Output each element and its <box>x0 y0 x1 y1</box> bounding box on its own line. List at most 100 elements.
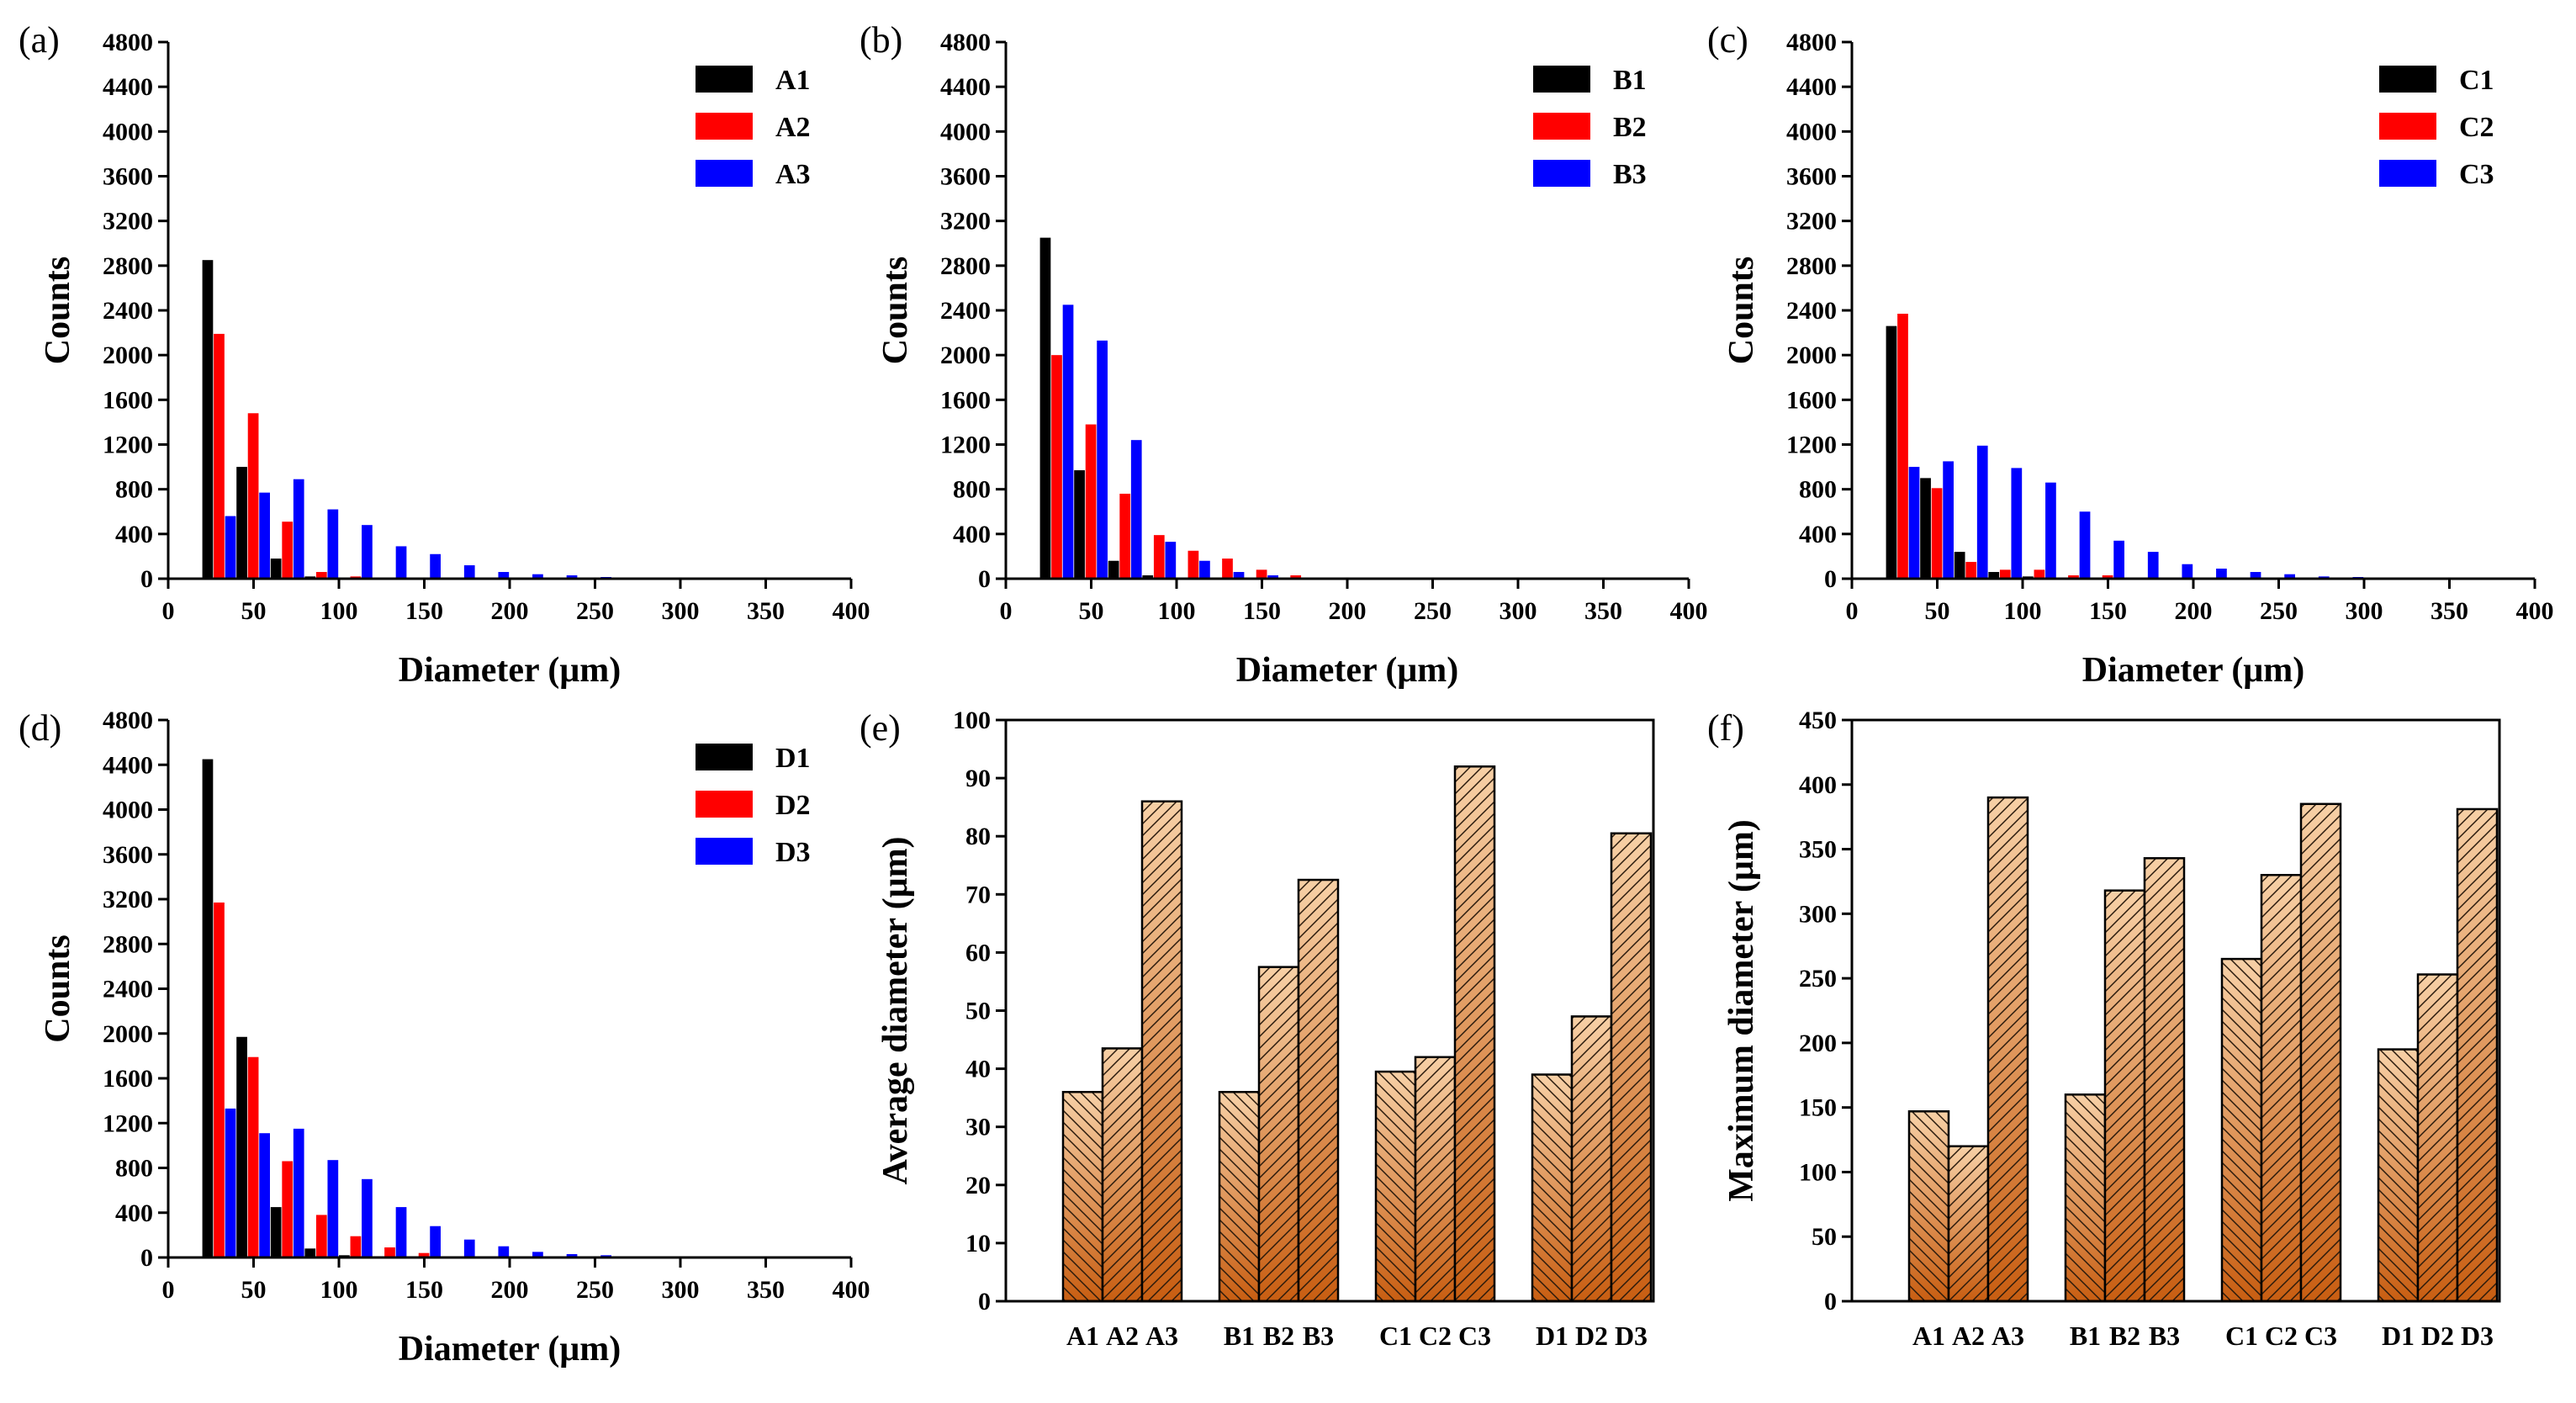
y-tick-label: 0 <box>1824 1288 1837 1316</box>
x-tick-label: 50 <box>1925 597 1950 625</box>
x-tick-label: 150 <box>405 597 443 625</box>
y-tick-label: 4000 <box>103 797 153 824</box>
bar-hatch-D3 <box>2456 807 2499 1303</box>
bar-A2-90 <box>315 572 327 579</box>
y-tick-label: 30 <box>965 1114 991 1141</box>
bar-B2-50 <box>1085 424 1097 579</box>
bar-C3-30 <box>1908 467 1920 579</box>
y-tick-label: 4400 <box>940 73 991 101</box>
category-label-A1: A1 <box>1066 1321 1099 1351</box>
bar-hatch-C1 <box>1374 1070 1417 1303</box>
bar-D3-50 <box>259 1133 270 1257</box>
legend-swatch-D2 <box>696 791 753 818</box>
bar-A3-190 <box>498 572 510 579</box>
bar-A3-70 <box>293 479 304 579</box>
bar-B1-70 <box>1108 560 1119 579</box>
category-label-C1: C1 <box>2225 1321 2258 1351</box>
x-tick-label: 50 <box>241 1276 267 1304</box>
bar-D2-90 <box>315 1215 327 1257</box>
bar-hatch-C2 <box>1414 1056 1457 1303</box>
bar-C3-70 <box>1976 445 1988 579</box>
category-label-C3: C3 <box>2304 1321 2337 1351</box>
category-label-A2: A2 <box>1106 1321 1139 1351</box>
y-tick-label: 0 <box>978 1288 991 1316</box>
bar-C1-90 <box>1988 572 2000 579</box>
x-tick-label: 100 <box>320 1276 358 1304</box>
bar-C3-170 <box>2147 552 2159 579</box>
y-axis-title: Counts <box>1722 257 1761 364</box>
y-tick-label: 4800 <box>940 29 991 56</box>
x-tick-label: 200 <box>491 1276 529 1304</box>
y-tick-label: 4000 <box>103 118 153 146</box>
bar-hatch-B1 <box>2064 1093 2107 1303</box>
bar-B2-90 <box>1153 535 1165 579</box>
legend-swatch-B2 <box>1533 113 1590 140</box>
y-tick-label: 40 <box>965 1056 991 1083</box>
y-tick-label: 70 <box>965 881 991 908</box>
x-tick-label: 100 <box>320 597 358 625</box>
bar-C3-150 <box>2113 540 2124 579</box>
bar-D3-150 <box>430 1226 441 1257</box>
panel-label: (f) <box>1707 707 1744 749</box>
x-tick-label: 100 <box>1158 597 1196 625</box>
x-tick-label: 200 <box>1329 597 1367 625</box>
x-tick-label: 50 <box>1079 597 1104 625</box>
bar-hatch-D1 <box>2377 1048 2420 1303</box>
bar-C3-250 <box>2284 574 2295 579</box>
y-tick-label: 4400 <box>1786 73 1837 101</box>
bar-A2-30 <box>214 333 225 579</box>
y-tick-label: 350 <box>1799 836 1837 864</box>
plot-frame <box>1850 718 2501 1303</box>
bar-D3-210 <box>532 1252 543 1257</box>
bar-B3-70 <box>1130 440 1142 579</box>
x-tick-label: 250 <box>2260 597 2298 625</box>
legend-swatch-B3 <box>1533 160 1590 187</box>
x-tick-label: 350 <box>747 597 785 625</box>
bar-C3-190 <box>2182 564 2193 579</box>
y-tick-label: 400 <box>1799 771 1837 799</box>
x-tick-label: 350 <box>2431 597 2468 625</box>
x-tick-label: 200 <box>491 597 529 625</box>
bar-A2-50 <box>247 413 259 579</box>
legend-label-B3: B3 <box>1613 159 1647 190</box>
legend-swatch-A1 <box>696 66 753 93</box>
bar-B1-30 <box>1039 237 1051 579</box>
bar-D3-90 <box>327 1160 339 1257</box>
bar-hatch-D2 <box>1570 1015 1613 1303</box>
bar-hatch-B3 <box>1297 878 1340 1303</box>
bar-D1-90 <box>304 1248 316 1257</box>
y-tick-label: 3200 <box>940 208 991 236</box>
x-tick-label: 400 <box>833 1276 870 1304</box>
bar-C2-130 <box>2068 575 2079 579</box>
bar-A1-50 <box>236 467 247 579</box>
y-tick-label: 4400 <box>103 751 153 779</box>
legend-label-A3: A3 <box>775 159 811 190</box>
chart-panel-a: (a)0400800120016002000240028003200360040… <box>19 19 870 690</box>
y-tick-label: 2000 <box>103 1020 153 1048</box>
y-tick-label: 3200 <box>103 886 153 913</box>
bar-A1-70 <box>270 559 282 579</box>
y-tick-label: 2400 <box>1786 297 1837 325</box>
bar-A3-170 <box>463 565 475 579</box>
y-tick-label: 400 <box>953 521 991 548</box>
y-tick-label: 3200 <box>1786 208 1837 236</box>
legend-label-D1: D1 <box>775 743 811 774</box>
category-label-C2: C2 <box>1419 1321 1452 1351</box>
bar-D2-110 <box>350 1236 362 1257</box>
y-tick-label: 400 <box>1799 521 1837 548</box>
y-tick-label: 10 <box>965 1230 991 1257</box>
x-tick-label: 150 <box>405 1276 443 1304</box>
y-tick-label: 450 <box>1799 707 1837 734</box>
bar-hatch-A3 <box>1140 800 1183 1303</box>
category-label-A1: A1 <box>1912 1321 1945 1351</box>
y-tick-label: 100 <box>953 707 991 734</box>
y-tick-label: 3600 <box>940 163 991 191</box>
legend-swatch-C2 <box>2379 113 2436 140</box>
bar-hatch-A2 <box>1101 1047 1144 1303</box>
bar-hatch-A1 <box>1907 1110 1950 1303</box>
x-tick-label: 400 <box>833 597 870 625</box>
bar-hatch-C2 <box>2260 874 2303 1303</box>
y-tick-label: 2800 <box>103 252 153 280</box>
y-tick-label: 1600 <box>103 1065 153 1093</box>
category-label-B3: B3 <box>1303 1321 1334 1351</box>
